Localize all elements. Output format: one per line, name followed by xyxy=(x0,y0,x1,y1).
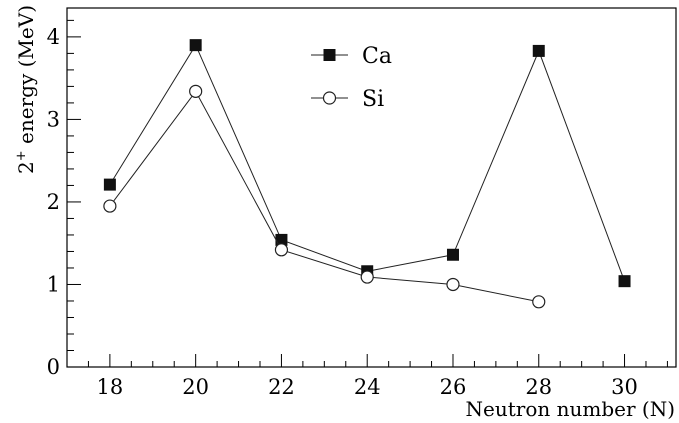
x-tick-label: 18 xyxy=(97,375,124,399)
legend-entry-ca: Ca xyxy=(311,44,392,69)
x-axis-label: Neutron number (N) xyxy=(466,397,675,421)
data-point-ca xyxy=(189,39,202,52)
x-tick-label: 20 xyxy=(182,375,209,399)
data-point-si xyxy=(189,84,203,98)
plot-border xyxy=(66,7,677,368)
legend-entry-si: Si xyxy=(311,87,384,112)
y-tick-label: 1 xyxy=(47,272,60,296)
series-line-ca xyxy=(109,44,625,282)
data-point-si xyxy=(103,199,117,213)
data-point-ca xyxy=(618,275,631,288)
y-axis-label-main: 2 xyxy=(14,161,38,174)
legend: Ca Si xyxy=(311,44,392,112)
x-tick-label: 24 xyxy=(354,375,381,399)
tick-labels: 18 20 22 24 26 28 30 0 1 2 3 4 xyxy=(47,25,638,399)
y-axis-label-rest: energy (MeV) xyxy=(14,5,38,150)
data-point-ca xyxy=(446,248,459,261)
y-tick-label: 2 xyxy=(47,190,60,214)
data-point-ca xyxy=(532,44,545,57)
data-point-ca xyxy=(103,178,116,191)
x-tick-label: 26 xyxy=(440,375,467,399)
series-si xyxy=(103,84,546,309)
data-point-si xyxy=(274,243,289,257)
y-tick-label: 0 xyxy=(47,355,60,379)
x-tick-label: 22 xyxy=(268,375,295,399)
series-ca xyxy=(103,39,631,288)
series-line-si xyxy=(109,90,539,303)
x-tick-label: 28 xyxy=(525,375,552,399)
plot-frame xyxy=(66,7,677,368)
y-tick-label: 4 xyxy=(47,25,60,49)
axis-ticks xyxy=(66,19,668,368)
y-tick-label: 3 xyxy=(47,107,60,131)
y-axis-label-sup: + xyxy=(14,150,29,161)
legend-label-ca: Ca xyxy=(362,44,392,69)
legend-label-si: Si xyxy=(362,87,384,112)
series xyxy=(103,39,631,309)
data-point-si xyxy=(532,295,546,309)
data-point-si xyxy=(360,270,374,284)
data-point-si xyxy=(446,277,460,292)
y-axis-label: 2+ energy (MeV) xyxy=(14,5,38,174)
legend-marker-si xyxy=(322,91,337,105)
x-tick-label: 30 xyxy=(611,375,638,399)
legend-marker-ca xyxy=(323,49,336,61)
